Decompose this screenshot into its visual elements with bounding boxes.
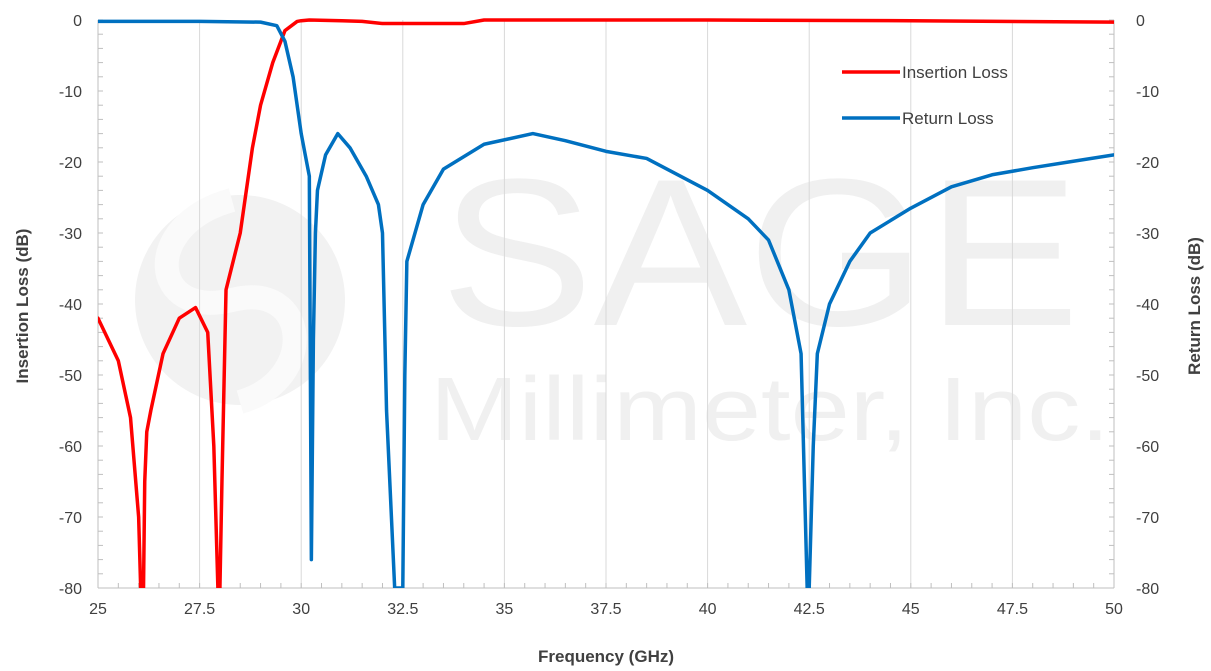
y-tick-label-left: -70: [59, 510, 82, 527]
y-tick-label-left: -10: [59, 84, 82, 101]
y-tick-label-right: -50: [1136, 368, 1159, 385]
y-tick-label-right: -30: [1136, 226, 1159, 243]
legend-label-return-loss: Return Loss: [902, 109, 994, 128]
x-tick-label: 35: [496, 601, 514, 618]
x-tick-label: 32.5: [387, 601, 418, 618]
x-tick-label: 30: [292, 601, 310, 618]
y-tick-label-right: -10: [1136, 84, 1159, 101]
y-axis-title-left: Insertion Loss (dB): [13, 229, 32, 384]
y-tick-labels-right: 0 -10 -20 -30 -40 -50 -60 -70 -80: [1136, 13, 1159, 598]
x-tick-label: 37.5: [590, 601, 621, 618]
watermark: SAGE Millimeter, Inc.: [135, 135, 1110, 460]
y-tick-label-left: 0: [73, 13, 82, 30]
series-line-insertion-loss: [98, 18, 1114, 588]
y-tick-label-left: -20: [59, 155, 82, 172]
watermark-brand: SAGE: [440, 135, 1080, 370]
legend: Insertion Loss Return Loss: [842, 63, 1008, 128]
y-tick-label-right: -80: [1136, 581, 1159, 598]
y-tick-label-right: -40: [1136, 297, 1159, 314]
x-tick-label: 50: [1105, 601, 1123, 618]
watermark-logo-swirl: [154, 188, 307, 414]
y-tick-label-right: -20: [1136, 155, 1159, 172]
y-tick-label-left: -60: [59, 439, 82, 456]
x-tick-label: 42.5: [794, 601, 825, 618]
y-tick-label-right: -70: [1136, 510, 1159, 527]
axes: [97, 19, 1115, 589]
y-tick-label-left: -40: [59, 297, 82, 314]
y-tick-label-left: -30: [59, 226, 82, 243]
x-axis-title: Frequency (GHz): [538, 647, 674, 666]
x-tick-label: 45: [902, 601, 920, 618]
x-tick-label: 47.5: [997, 601, 1028, 618]
y-tick-label-right: -60: [1136, 439, 1159, 456]
x-tick-labels: 25 27.5 30 32.5 35 37.5 40 42.5 45 47.5 50: [89, 601, 1123, 618]
x-tick-label: 40: [699, 601, 717, 618]
y-tick-label-left: -50: [59, 368, 82, 385]
x-tick-label: 25: [89, 601, 107, 618]
watermark-company: Millimeter, Inc.: [430, 360, 1110, 460]
series-lines: [98, 18, 1114, 588]
series-line-return-loss: [98, 19, 1114, 588]
y-tick-label-right: 0: [1136, 13, 1145, 30]
y-tick-label-left: -80: [59, 581, 82, 598]
x-tick-label: 27.5: [184, 601, 215, 618]
y-axis-title-right: Return Loss (dB): [1185, 237, 1204, 375]
y-tick-labels-left: 0 -10 -20 -30 -40 -50 -60 -70 -80: [59, 13, 82, 598]
legend-label-insertion-loss: Insertion Loss: [902, 63, 1008, 82]
